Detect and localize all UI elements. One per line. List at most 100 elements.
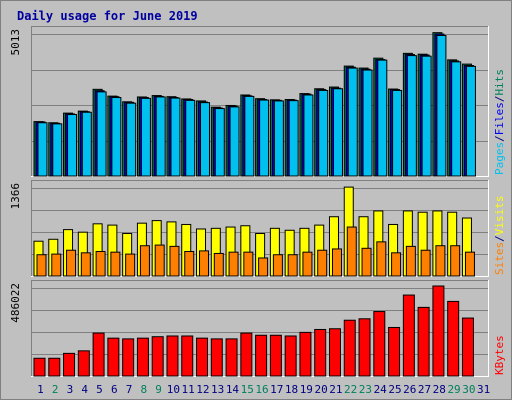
legend-item: Visits [493,196,506,236]
bar-sites-day-21 [331,248,342,277]
x-tick-label-day-12: 12 [196,383,209,396]
bar-pages-day-11 [185,99,196,177]
x-tick-label-day-19: 19 [300,383,313,396]
bar-kbytes-day-27 [417,306,430,377]
bar-pages-day-6 [111,97,122,177]
bar-kbytes-day-5 [92,332,105,377]
bar-sites-day-5 [95,251,106,277]
bar-kbytes-day-30 [461,317,474,377]
bar-sites-day-28 [435,245,446,277]
bar-pages-day-3 [67,114,78,177]
bar-sites-day-27 [420,249,431,277]
bar-pages-day-30 [465,65,476,177]
bar-kbytes-day-6 [107,337,120,377]
bar-sites-day-2 [51,253,62,277]
bar-pages-day-8 [140,97,151,177]
x-tick-label-day-23: 23 [359,383,372,396]
bar-kbytes-day-22 [343,319,356,377]
x-tick-label-day-10: 10 [167,383,180,396]
bar-sites-day-14 [228,251,239,277]
x-tick-label-day-20: 20 [314,383,327,396]
y-max-label: 1366 [9,183,22,210]
legend-item: Hits [493,69,506,96]
x-tick-label-day-21: 21 [329,383,342,396]
bar-pages-day-19 [303,94,314,177]
bar-pages-day-21 [332,88,343,177]
bar-sites-day-19 [302,251,313,277]
chart-title: Daily usage for June 2019 [17,9,198,23]
bar-kbytes-day-28 [432,285,445,377]
y-max-label: 5013 [9,29,22,56]
bar-kbytes-day-20 [314,328,327,377]
x-tick-label-day-11: 11 [182,383,195,396]
bar-sites-day-15 [243,251,254,277]
bar-sites-day-13 [213,252,224,277]
x-tick-label-day-15: 15 [241,383,254,396]
bar-kbytes-day-29 [447,300,460,377]
bar-kbytes-day-23 [358,318,371,377]
bar-pages-day-7 [126,102,137,177]
bar-kbytes-day-1 [33,357,46,377]
bar-sites-day-24 [376,241,387,277]
bar-pages-day-22 [347,67,358,177]
bar-sites-day-12 [199,250,210,277]
x-tick-label-day-25: 25 [388,383,401,396]
bar-pages-day-5 [96,91,107,177]
bar-sites-day-11 [184,251,195,277]
x-tick-label-day-9: 9 [155,383,162,396]
bar-pages-day-23 [362,69,373,177]
bar-kbytes-day-13 [210,338,223,377]
bar-pages-day-26 [406,55,417,177]
x-tick-label-day-30: 30 [462,383,475,396]
bar-kbytes-day-15 [240,332,253,377]
bar-pages-day-28 [436,35,447,177]
bar-pages-day-15 [244,95,255,177]
bar-sites-day-26 [405,245,416,277]
bar-pages-day-10 [170,97,181,177]
legend-item: Sites [493,242,506,275]
bar-pages-day-1 [37,122,48,177]
bar-sites-day-8 [139,245,150,277]
x-tick-label-day-28: 28 [433,383,446,396]
bar-sites-day-20 [317,249,328,277]
bar-pages-day-2 [52,123,63,177]
bar-pages-day-4 [81,111,92,177]
x-tick-label-day-29: 29 [447,383,460,396]
bar-kbytes-day-19 [299,331,312,377]
bar-pages-day-16 [259,99,270,177]
legend-kbytes: KBytes [493,335,506,375]
bar-sites-day-6 [110,251,121,277]
legend-item: KBytes [493,335,506,375]
x-tick-label-day-18: 18 [285,383,298,396]
bar-sites-day-7 [125,253,136,277]
x-tick-label-day-13: 13 [211,383,224,396]
bar-pages-day-14 [229,106,240,177]
bar-kbytes-day-24 [373,311,386,377]
bar-pages-day-24 [377,59,388,177]
x-tick-label-day-22: 22 [344,383,357,396]
bar-sites-day-16 [258,257,269,277]
bar-kbytes-day-8 [136,337,149,377]
bar-pages-day-9 [155,96,166,177]
bar-sites-day-1 [36,254,47,277]
bar-kbytes-day-7 [122,338,135,377]
legend-hits-files-pages: Pages/Files/Hits [493,69,506,175]
bar-pages-day-13 [214,108,225,177]
bar-pages-day-25 [392,89,403,177]
bar-sites-day-3 [66,249,77,277]
x-tick-label-day-24: 24 [374,383,388,396]
bar-pages-day-17 [273,100,284,177]
panel-visits-sites: 1366 Sites/Visits [9,180,506,277]
bar-kbytes-day-2 [48,357,61,377]
bar-kbytes-day-25 [388,326,401,377]
legend-item: / [493,235,506,242]
x-tick-label-day-3: 3 [67,383,74,396]
x-tick-label-day-8: 8 [140,383,147,396]
bar-sites-day-9 [154,244,165,277]
bar-kbytes-day-12 [196,337,209,377]
bar-pages-day-12 [200,102,211,177]
legend-visits-sites: Sites/Visits [493,196,506,276]
legend-item: / [493,135,506,142]
